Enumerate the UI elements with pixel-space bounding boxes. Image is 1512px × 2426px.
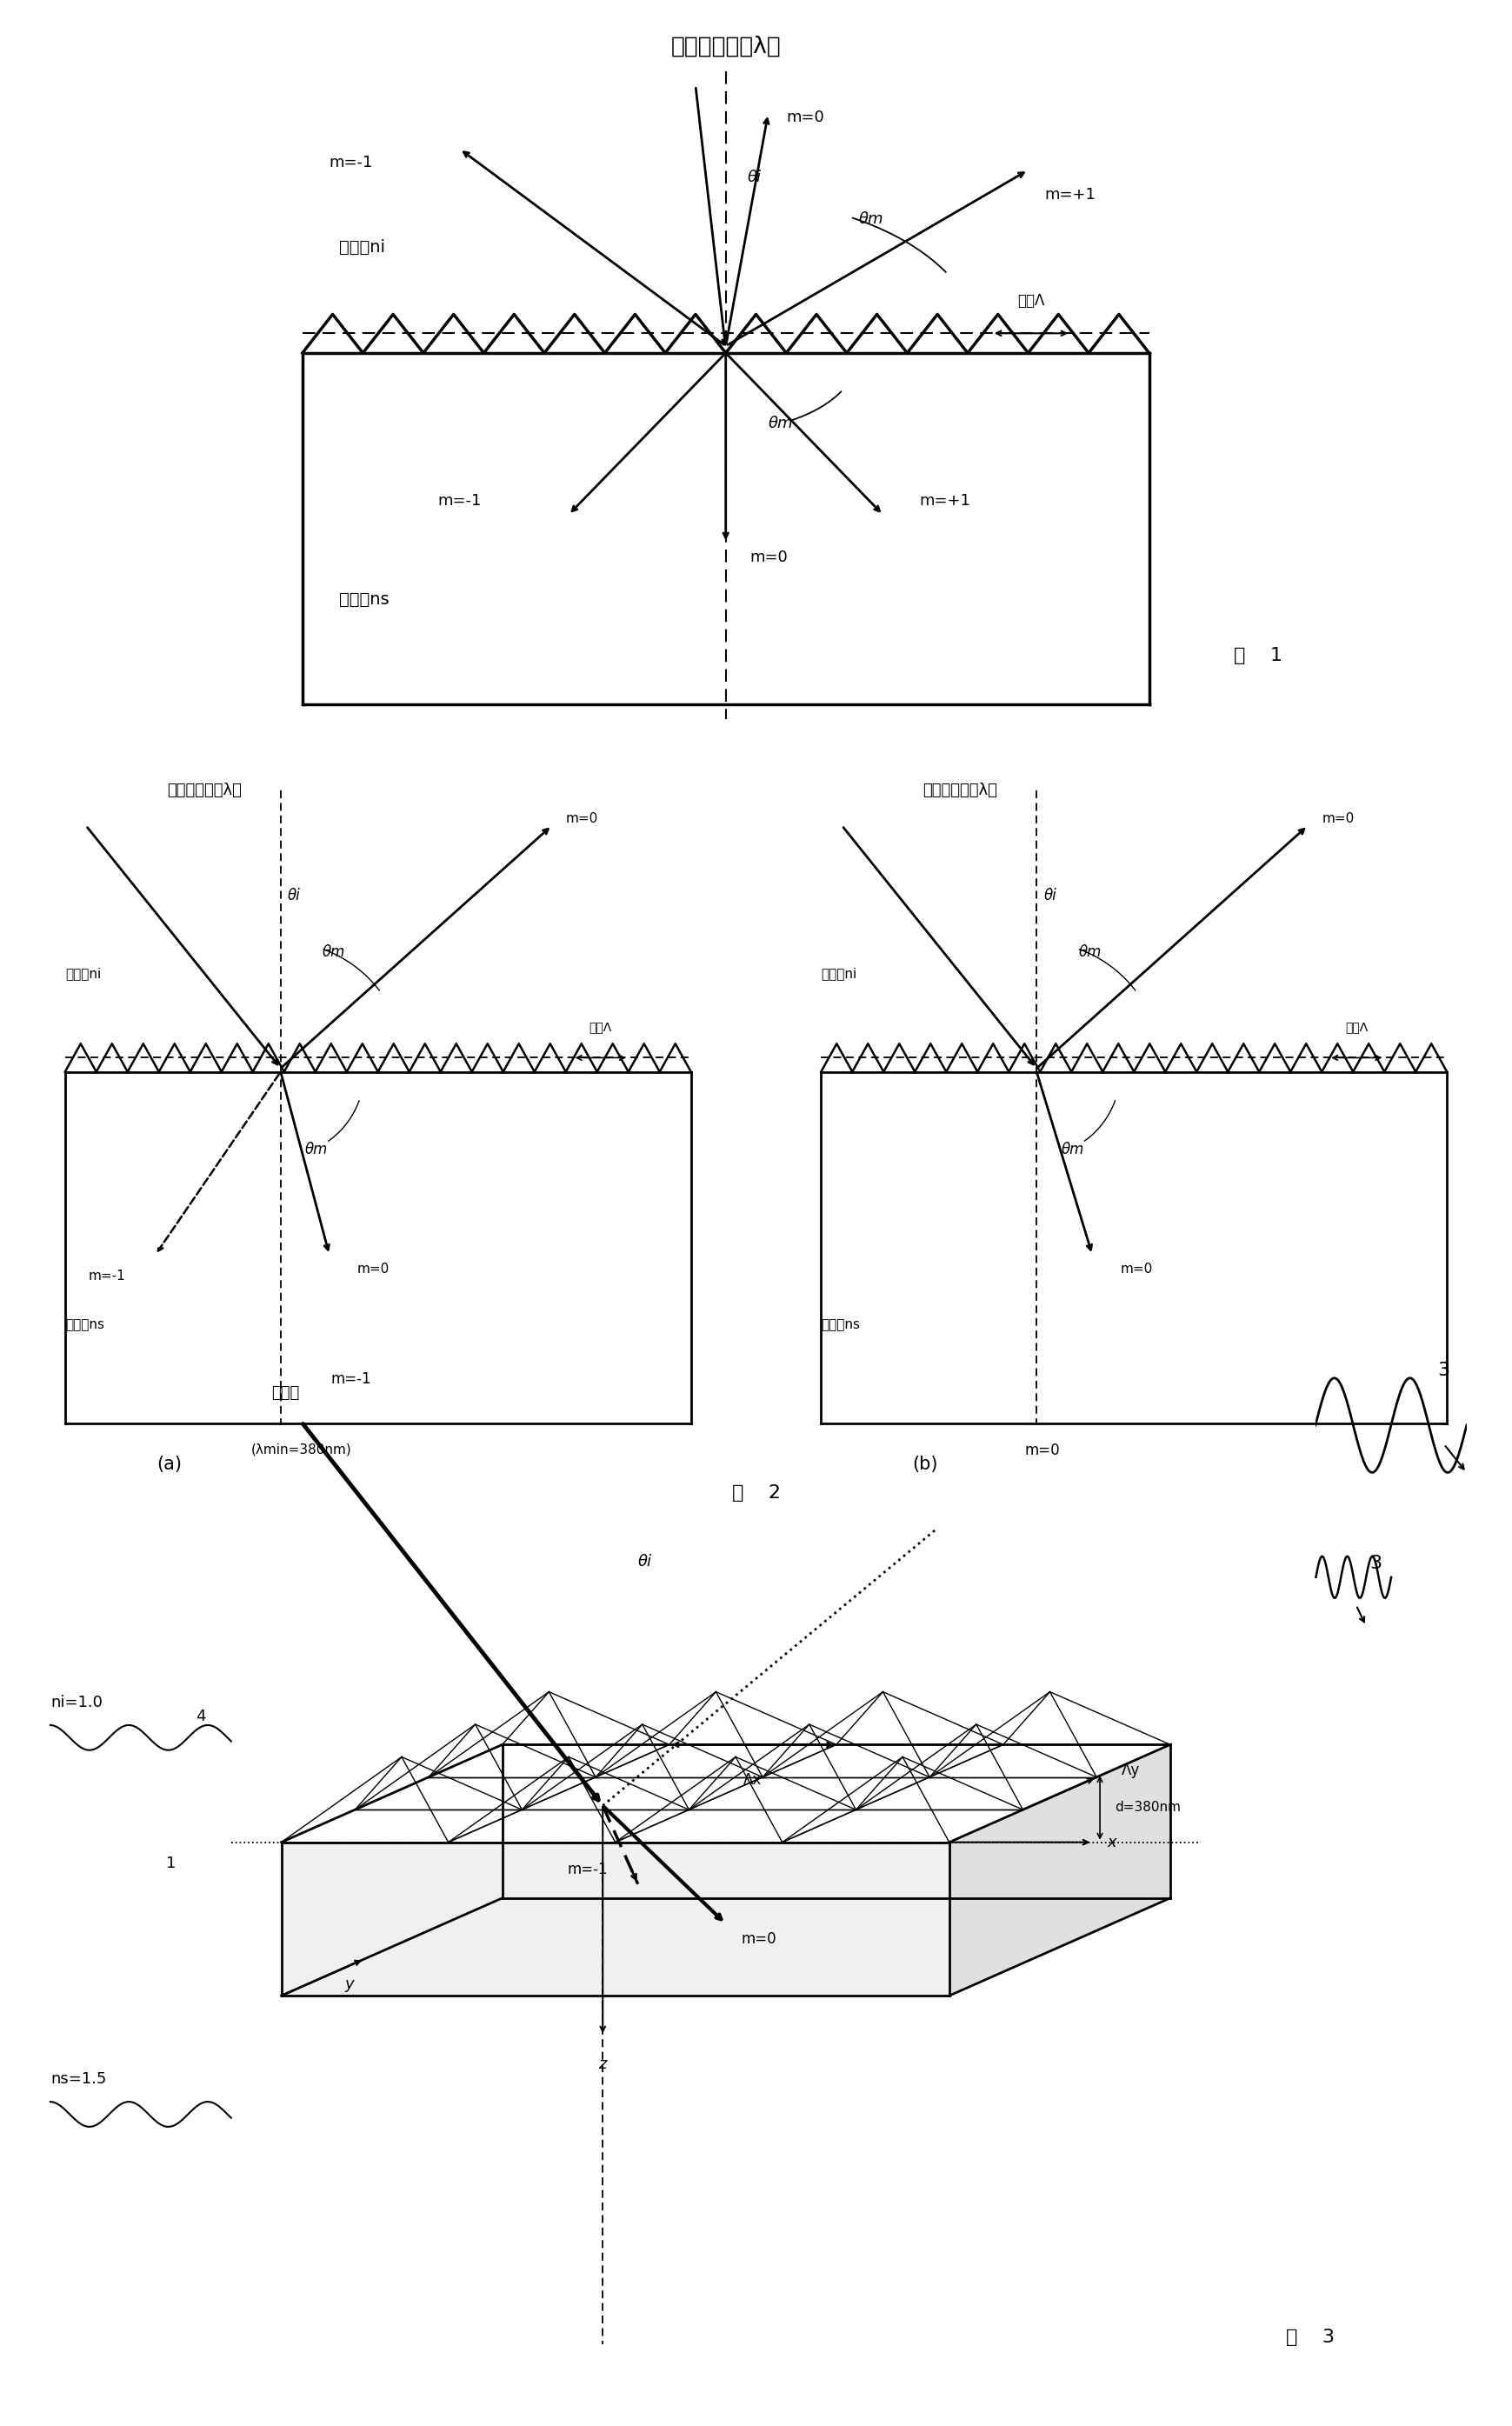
- Polygon shape: [281, 1744, 1170, 1841]
- Text: θi: θi: [747, 170, 762, 184]
- Text: θm: θm: [322, 944, 345, 961]
- Text: z: z: [599, 2057, 606, 2072]
- Text: 折射率ni: 折射率ni: [339, 240, 384, 255]
- Text: m=0: m=0: [741, 1931, 776, 1946]
- Text: 1: 1: [166, 1856, 175, 1870]
- Text: 3: 3: [1370, 1555, 1382, 1572]
- Text: 折射率ns: 折射率ns: [339, 592, 389, 606]
- Text: θi: θi: [638, 1553, 652, 1570]
- Text: m=0: m=0: [1025, 1443, 1060, 1458]
- Text: (a): (a): [157, 1456, 181, 1473]
- Text: 3: 3: [1438, 1361, 1450, 1378]
- Text: x: x: [1107, 1834, 1117, 1851]
- Text: m=0: m=0: [1321, 813, 1355, 825]
- Text: m=-1: m=-1: [438, 492, 481, 509]
- Polygon shape: [281, 1841, 950, 1997]
- Text: θi: θi: [1043, 888, 1057, 905]
- Text: 入射光（波长λ）: 入射光（波长λ）: [922, 784, 998, 798]
- Text: m=+1: m=+1: [919, 492, 971, 509]
- Text: m=0: m=0: [750, 548, 788, 565]
- Text: 入射光（波长λ）: 入射光（波长λ）: [671, 36, 780, 58]
- Text: (b): (b): [913, 1456, 937, 1473]
- Text: ni=1.0: ni=1.0: [50, 1696, 103, 1710]
- Text: (λmin=380nm): (λmin=380nm): [251, 1443, 352, 1456]
- Text: m=-1: m=-1: [567, 1861, 608, 1878]
- Text: 周期Λ: 周期Λ: [1346, 1021, 1368, 1033]
- Text: Λx: Λx: [744, 1773, 762, 1788]
- Text: 图    2: 图 2: [732, 1485, 780, 1502]
- Text: 折射率ns: 折射率ns: [65, 1320, 104, 1332]
- Text: θi: θi: [287, 888, 301, 905]
- Text: m=0: m=0: [357, 1262, 390, 1276]
- Text: Λy: Λy: [1122, 1761, 1140, 1778]
- Text: 入射光: 入射光: [271, 1385, 299, 1402]
- Text: θm: θm: [1061, 1140, 1084, 1157]
- Text: 周期Λ: 周期Λ: [1018, 294, 1045, 308]
- Text: 入射光（波长λ）: 入射光（波长λ）: [166, 784, 242, 798]
- Text: 图    3: 图 3: [1285, 2329, 1335, 2346]
- Text: m=0: m=0: [786, 109, 824, 126]
- Text: 折射率ni: 折射率ni: [65, 968, 101, 980]
- Text: 图    1: 图 1: [1234, 648, 1282, 665]
- Text: 周期Λ: 周期Λ: [590, 1021, 612, 1033]
- Text: θm: θm: [305, 1140, 328, 1157]
- Text: θm: θm: [1078, 944, 1101, 961]
- Text: y: y: [345, 1977, 354, 1992]
- Text: m=-1: m=-1: [88, 1269, 125, 1283]
- Text: 折射率ns: 折射率ns: [821, 1320, 860, 1332]
- Text: ns=1.5: ns=1.5: [50, 2072, 106, 2086]
- Text: 4: 4: [197, 1708, 206, 1725]
- Text: d=380nm: d=380nm: [1114, 1800, 1181, 1815]
- Text: m=-1: m=-1: [330, 155, 372, 170]
- Polygon shape: [950, 1744, 1170, 1997]
- Text: θm: θm: [768, 415, 792, 432]
- Text: θm: θm: [859, 211, 883, 228]
- Text: m=0: m=0: [565, 813, 599, 825]
- Text: m=-1: m=-1: [331, 1371, 372, 1388]
- Text: m=0: m=0: [1120, 1262, 1152, 1276]
- Text: m=+1: m=+1: [1045, 187, 1096, 201]
- Text: 折射率ni: 折射率ni: [821, 968, 857, 980]
